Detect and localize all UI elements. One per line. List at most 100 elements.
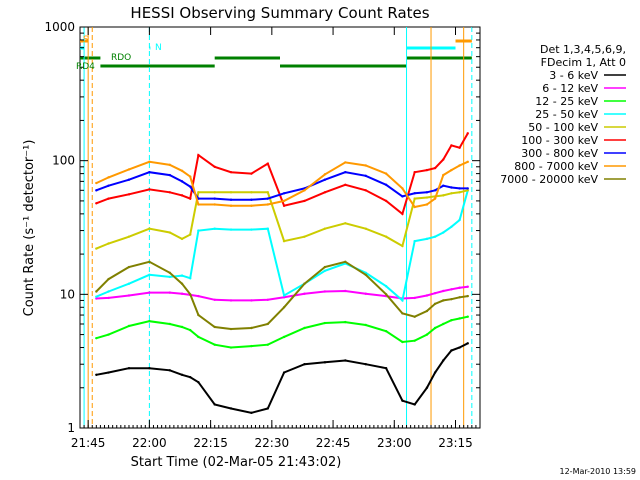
series-2-point-14 bbox=[323, 321, 327, 325]
series-7-point-5 bbox=[180, 169, 184, 172]
series-0-point-8 bbox=[213, 403, 216, 406]
series-3-point-21 bbox=[433, 235, 437, 238]
y-tick-label-1: 10 bbox=[60, 287, 75, 301]
annotation-rdo: RDO bbox=[111, 53, 131, 63]
series-0-point-20 bbox=[425, 386, 429, 389]
series-1-point-20 bbox=[425, 294, 429, 297]
series-0-point-13 bbox=[303, 363, 306, 366]
series-2-point-1 bbox=[107, 333, 110, 336]
series-6-point-4 bbox=[168, 173, 171, 177]
series-3-point-14 bbox=[323, 269, 327, 272]
series-1-point-14 bbox=[323, 290, 327, 293]
series-2-point-13 bbox=[303, 326, 306, 330]
series-7-point-1 bbox=[107, 176, 110, 179]
series-8-point-6 bbox=[189, 293, 192, 296]
series-2-point-16 bbox=[364, 323, 367, 327]
series-2-point-10 bbox=[250, 344, 253, 348]
series-6-point-12 bbox=[282, 192, 286, 195]
series-1-point-9 bbox=[229, 299, 233, 302]
series-1-point-10 bbox=[250, 299, 253, 302]
y-axis-label: Count Rate (s⁻¹ detector⁻¹) bbox=[22, 140, 37, 317]
y-tick-label-3: 1000 bbox=[44, 20, 75, 34]
series-5-point-3 bbox=[148, 188, 151, 191]
series-2-point-25 bbox=[466, 315, 469, 318]
legend-label-4: 50 - 100 keV bbox=[528, 121, 598, 134]
series-4-point-2 bbox=[127, 235, 131, 238]
series-2-point-2 bbox=[127, 324, 131, 328]
legend-label-5: 100 - 300 keV bbox=[521, 134, 598, 147]
series-6-point-17 bbox=[384, 183, 388, 186]
series-6-point-18 bbox=[401, 195, 404, 198]
series-5-point-1 bbox=[107, 197, 110, 200]
axis-ticks: 21:45 22:00 22:15 22:30 22:45 23:00 23:15 1 10 10… bbox=[44, 20, 480, 450]
y-tick-label-0: 1 bbox=[67, 421, 75, 435]
series-8-point-0 bbox=[95, 290, 98, 293]
series-1-point-24 bbox=[458, 286, 461, 289]
series-2-point-3 bbox=[148, 319, 151, 323]
series-8-point-13 bbox=[303, 282, 306, 285]
series-7-point-12 bbox=[282, 199, 286, 203]
series-7-point-13 bbox=[303, 189, 306, 192]
series-8-point-17 bbox=[384, 293, 388, 296]
series-0-point-5 bbox=[180, 373, 184, 377]
series-7-point-19 bbox=[413, 205, 416, 209]
series-1-point-23 bbox=[450, 288, 453, 291]
series-1-point-3 bbox=[148, 291, 151, 294]
series-2-point-4 bbox=[168, 322, 171, 326]
series-1-point-0 bbox=[95, 297, 98, 300]
series-4-point-17 bbox=[384, 235, 388, 238]
series-3-point-1 bbox=[107, 290, 110, 293]
series-5-point-5 bbox=[180, 194, 184, 197]
x-tick-label-1: 22:00 bbox=[132, 436, 167, 450]
legend-label-2: 12 - 25 keV bbox=[535, 95, 598, 108]
series-5-point-2 bbox=[127, 193, 131, 196]
series-5-point-6 bbox=[189, 197, 192, 200]
series-1-point-8 bbox=[213, 298, 216, 302]
series-8-point-22 bbox=[442, 299, 445, 302]
series-0-point-22 bbox=[442, 359, 445, 362]
series-0-point-10 bbox=[250, 411, 253, 414]
series-3-point-6 bbox=[189, 277, 192, 280]
series-3-point-19 bbox=[413, 239, 416, 243]
series-5-point-17 bbox=[384, 199, 388, 203]
series-1-point-22 bbox=[442, 289, 445, 293]
series-line-4 bbox=[95, 189, 469, 250]
series-0-point-14 bbox=[323, 361, 327, 364]
series-4-point-22 bbox=[442, 194, 445, 197]
series-4-point-16 bbox=[364, 227, 367, 230]
series-layer bbox=[95, 132, 469, 414]
series-5-point-13 bbox=[303, 199, 306, 203]
series-line-2 bbox=[96, 315, 469, 349]
series-2-point-18 bbox=[401, 340, 404, 344]
series-8-point-14 bbox=[323, 265, 327, 269]
series-8-point-4 bbox=[168, 271, 171, 274]
series-7-point-7 bbox=[197, 203, 200, 206]
x-tick-label-6: 23:15 bbox=[438, 436, 473, 450]
series-0-point-3 bbox=[148, 367, 151, 370]
series-7-point-9 bbox=[229, 204, 233, 207]
series-8-point-20 bbox=[425, 309, 429, 313]
series-6-point-16 bbox=[364, 174, 367, 178]
series-line-0 bbox=[96, 342, 469, 414]
series-3-point-24 bbox=[458, 218, 461, 222]
series-6-point-8 bbox=[213, 197, 216, 200]
series-4-point-14 bbox=[323, 227, 327, 230]
series-7-point-24 bbox=[458, 164, 461, 167]
series-3-point-4 bbox=[168, 275, 171, 279]
series-4-point-12 bbox=[282, 239, 286, 243]
series-2-point-0 bbox=[95, 336, 98, 340]
series-2-point-8 bbox=[213, 343, 216, 346]
series-1-point-16 bbox=[364, 292, 367, 295]
series-4-point-15 bbox=[344, 222, 347, 225]
series-4-point-0 bbox=[95, 247, 98, 250]
series-6-point-10 bbox=[250, 198, 253, 201]
series-1-point-13 bbox=[303, 292, 306, 295]
series-5-point-9 bbox=[229, 170, 233, 174]
series-2-point-9 bbox=[229, 346, 233, 349]
series-7-point-14 bbox=[323, 173, 327, 176]
series-3-point-5 bbox=[180, 274, 184, 277]
legend-label-1: 6 - 12 keV bbox=[542, 82, 598, 95]
series-line-8 bbox=[95, 260, 468, 331]
series-4-point-25 bbox=[466, 189, 469, 192]
series-6-point-23 bbox=[450, 186, 453, 189]
